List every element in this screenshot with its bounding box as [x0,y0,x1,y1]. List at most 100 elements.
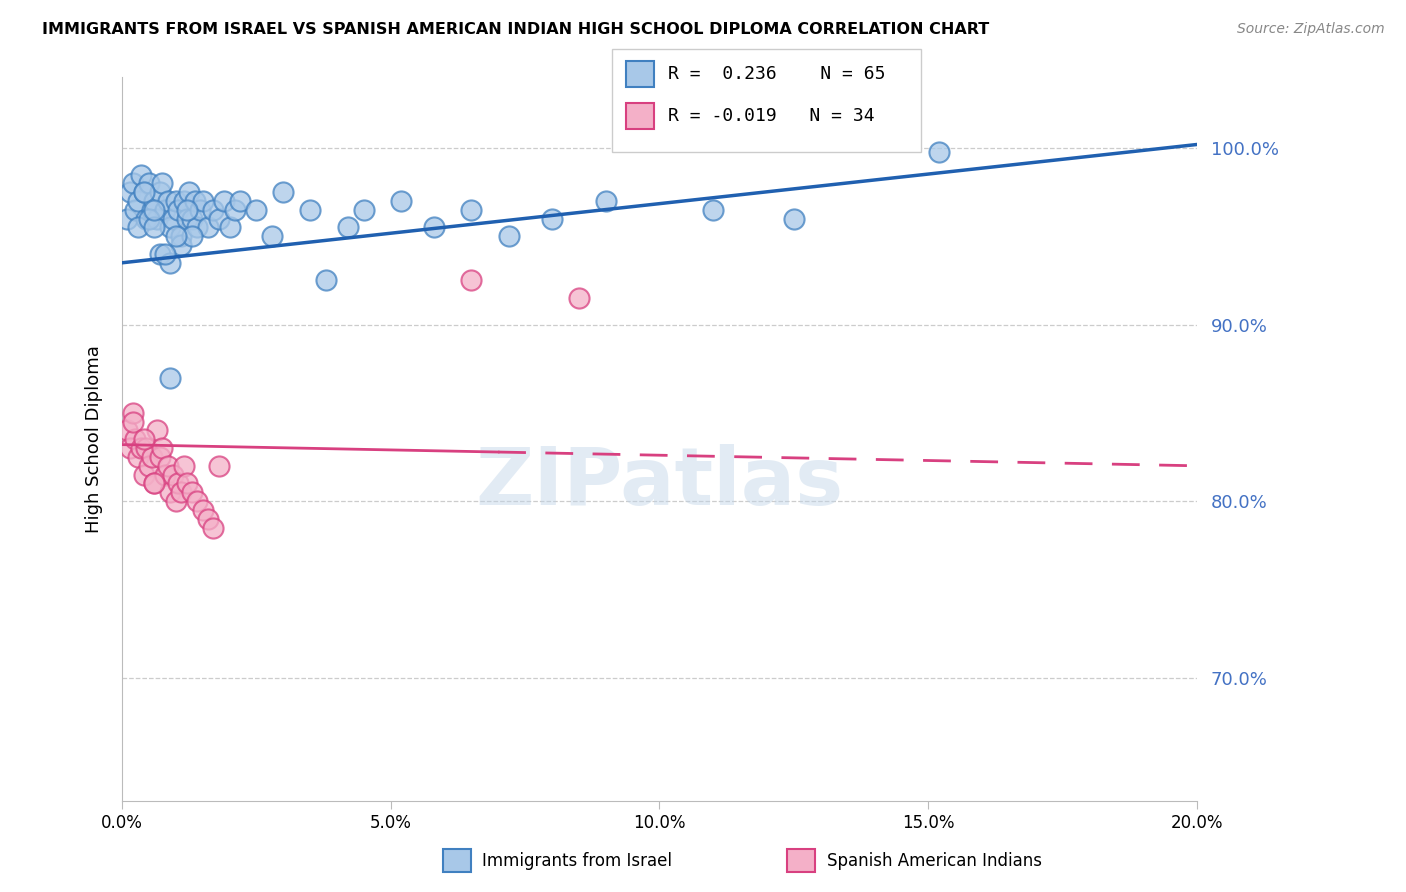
Point [595,194,617,208]
Point [170,229,193,244]
Point [165,229,187,244]
Point [188,202,211,217]
Point [498,229,520,244]
Point [218,220,240,235]
Point [124,202,146,217]
Point [229,194,252,208]
Point [173,194,195,208]
Point [120,185,142,199]
Point [141,450,163,464]
Point [143,476,166,491]
Point [135,441,157,455]
Point [159,485,181,500]
Point [176,476,198,491]
Point [132,467,155,482]
Point [391,194,413,208]
Point [167,202,190,217]
Point [262,229,284,244]
Point [120,441,142,455]
Point [159,256,181,270]
Point [153,202,176,217]
Point [245,202,267,217]
Text: Immigrants from Israel: Immigrants from Israel [482,852,672,870]
Point [121,177,143,191]
Point [191,194,214,208]
Point [928,145,950,159]
Point [186,220,208,235]
Point [159,220,181,235]
Point [197,512,219,526]
Point [183,194,205,208]
Point [202,202,225,217]
Point [127,450,149,464]
Point [208,458,231,473]
Text: Source: ZipAtlas.com: Source: ZipAtlas.com [1237,22,1385,37]
Point [132,185,155,199]
Point [146,424,169,438]
Point [159,370,181,384]
Point [143,220,166,235]
Text: R = -0.019   N = 34: R = -0.019 N = 34 [668,107,875,125]
Point [460,273,482,287]
Point [165,194,187,208]
Point [170,238,193,252]
Text: IMMIGRANTS FROM ISRAEL VS SPANISH AMERICAN INDIAN HIGH SCHOOL DIPLOMA CORRELATIO: IMMIGRANTS FROM ISRAEL VS SPANISH AMERIC… [42,22,990,37]
Point [180,229,202,244]
Point [179,185,201,199]
Point [149,450,172,464]
Point [132,433,155,447]
Point [141,202,163,217]
Point [336,220,359,235]
Point [782,211,804,226]
Point [197,220,219,235]
Point [150,177,173,191]
Point [422,220,444,235]
Point [150,441,173,455]
Point [149,247,172,261]
Point [460,202,482,217]
Point [117,211,139,226]
Point [191,503,214,517]
Point [132,185,155,199]
Point [138,211,160,226]
Text: R =  0.236    N = 65: R = 0.236 N = 65 [668,65,886,83]
Point [271,185,294,199]
Point [153,247,176,261]
Point [153,467,176,482]
Point [186,494,208,508]
Point [176,202,198,217]
Point [143,202,166,217]
Point [117,424,139,438]
Text: ZIPatlas: ZIPatlas [475,443,844,522]
Point [156,458,179,473]
Point [129,441,152,455]
Point [127,194,149,208]
Point [146,211,169,226]
Point [156,194,179,208]
Point [127,220,149,235]
Point [121,406,143,420]
Point [162,467,184,482]
Point [129,168,152,182]
Point [180,211,202,226]
Point [173,458,195,473]
Point [315,273,337,287]
Point [568,291,591,305]
Point [702,202,724,217]
Point [135,211,157,226]
Point [124,433,146,447]
Point [212,194,235,208]
Point [143,476,166,491]
Point [138,458,160,473]
Point [143,194,166,208]
Point [170,485,193,500]
Point [162,211,184,226]
Point [541,211,564,226]
Point [165,494,187,508]
Point [180,485,202,500]
Point [176,211,198,226]
Point [138,177,160,191]
Point [224,202,246,217]
Point [208,211,231,226]
Point [149,185,172,199]
